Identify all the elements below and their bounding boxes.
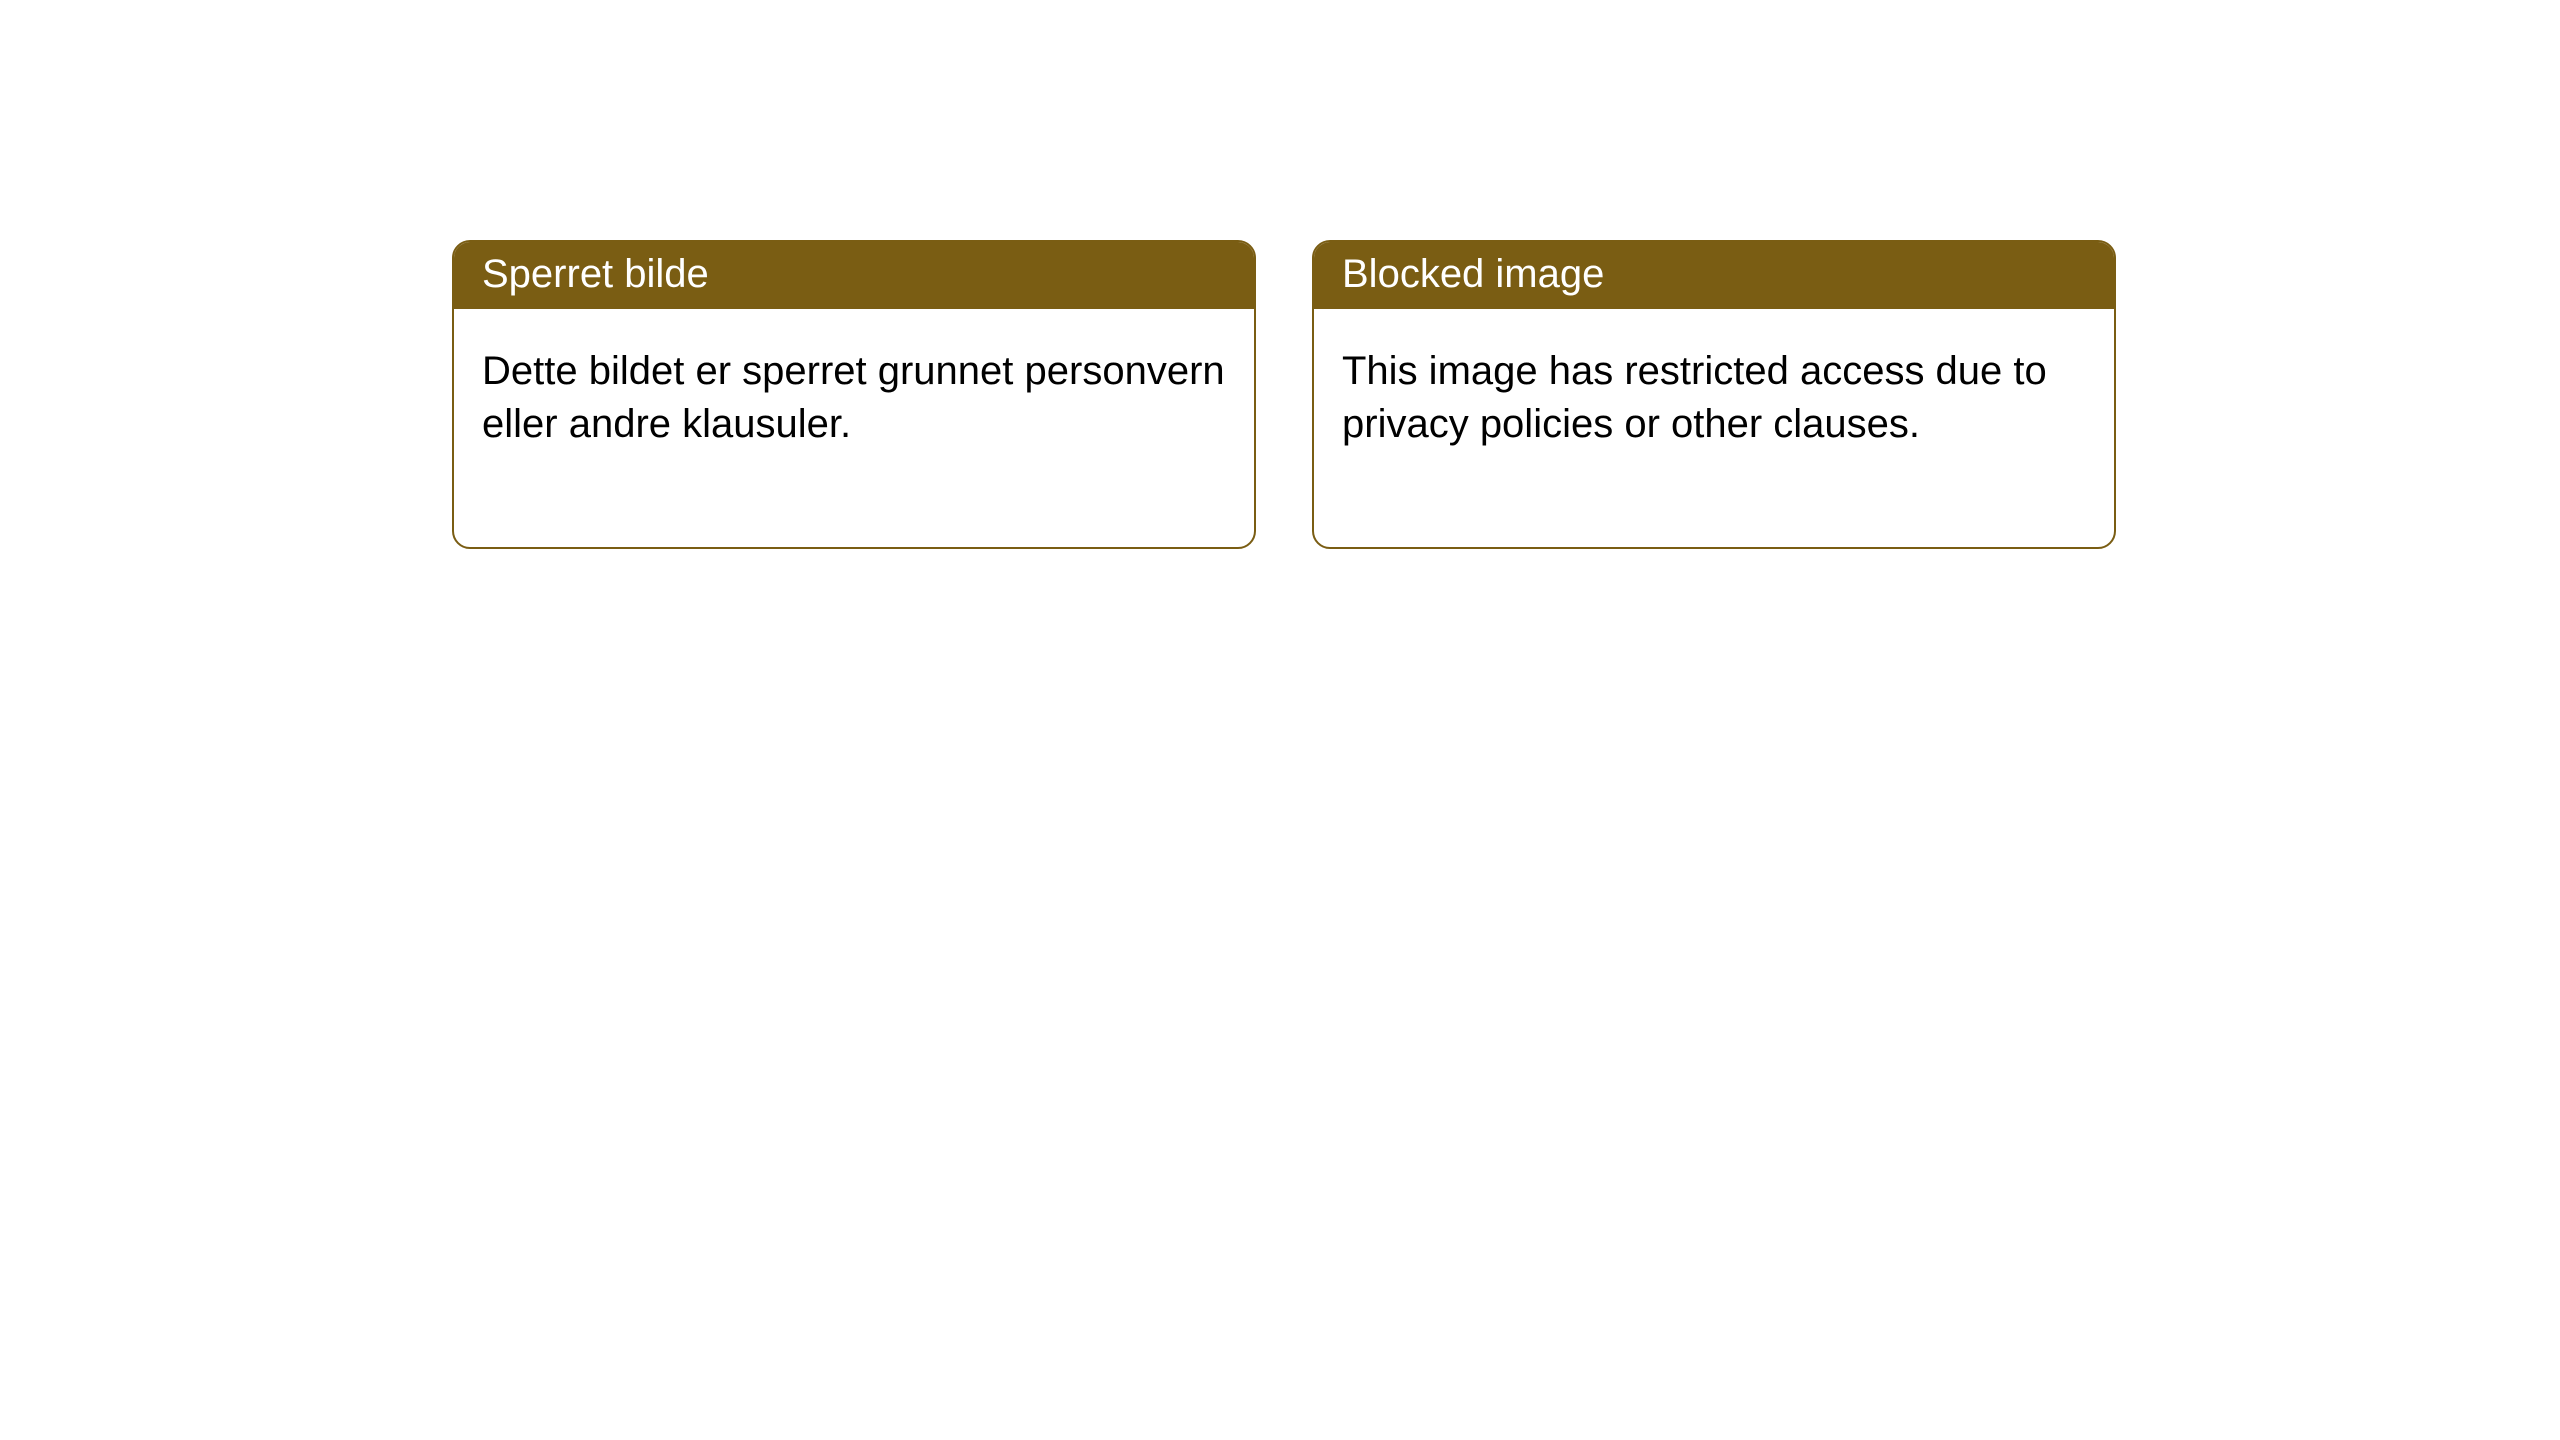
notice-container: Sperret bilde Dette bildet er sperret gr…: [0, 0, 2560, 549]
notice-body-en: This image has restricted access due to …: [1314, 309, 2114, 547]
notice-title-no: Sperret bilde: [454, 242, 1254, 309]
notice-card-en: Blocked image This image has restricted …: [1312, 240, 2116, 549]
notice-title-en: Blocked image: [1314, 242, 2114, 309]
notice-card-no: Sperret bilde Dette bildet er sperret gr…: [452, 240, 1256, 549]
notice-body-no: Dette bildet er sperret grunnet personve…: [454, 309, 1254, 547]
